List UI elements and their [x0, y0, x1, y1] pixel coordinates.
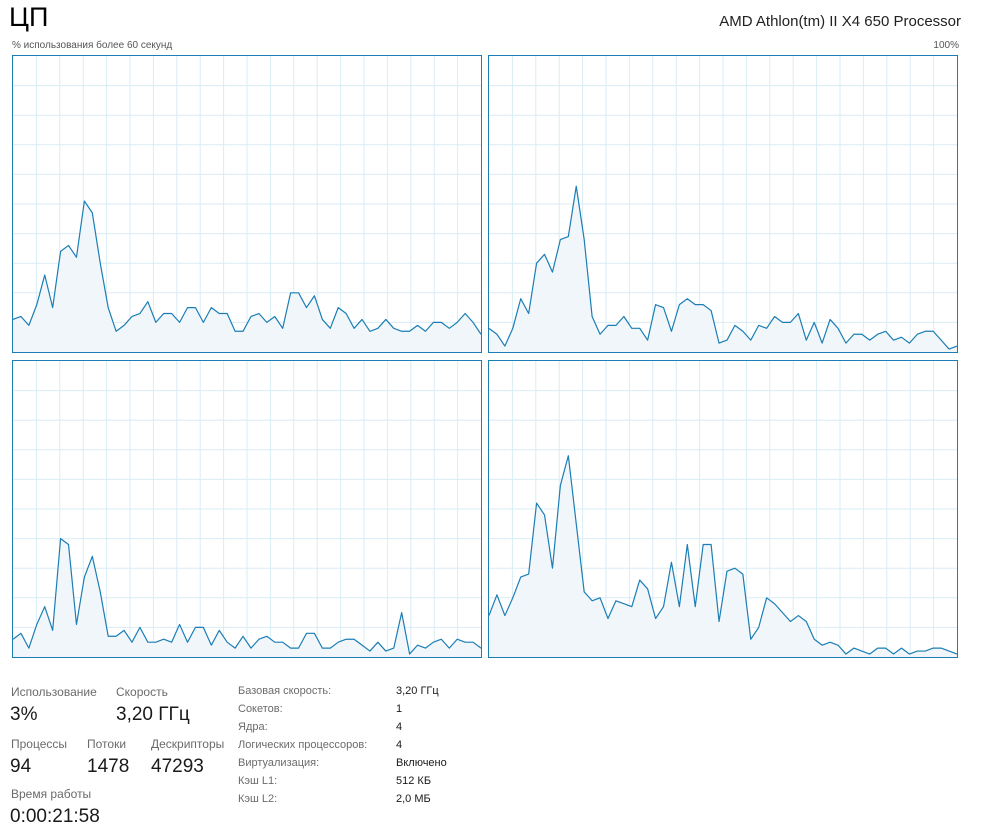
page-title: ЦП [9, 2, 49, 32]
spec-label-l1-cache: Кэш L1: [238, 775, 278, 787]
cpu-graph-core-3[interactable] [488, 360, 958, 658]
handles-value: 47293 [151, 756, 204, 777]
spec-value-cores: 4 [396, 721, 403, 733]
usage-value: 3% [10, 704, 38, 725]
spec-label-logical-processors: Логических процессоров: [238, 739, 368, 751]
cpu-graph-svg [13, 56, 481, 352]
spec-label-cores: Ядра: [238, 721, 268, 733]
cpu-usage-area [13, 201, 481, 352]
spec-value-base-speed: 3,20 ГГц [396, 685, 439, 697]
cpu-usage-line [489, 185, 957, 350]
uptime-value: 0:00:21:58 [10, 806, 100, 827]
graph-axis-max: 100% [933, 40, 959, 51]
cpu-usage-line [13, 538, 481, 655]
processes-label: Процессы [11, 737, 68, 751]
spec-value-logical-processors: 4 [396, 739, 403, 751]
cpu-usage-line [13, 200, 481, 335]
spec-value-l1-cache: 512 КБ [396, 775, 432, 787]
cpu-model-name: AMD Athlon(tm) II X4 650 Processor [719, 13, 961, 30]
cpu-graph-svg [13, 361, 481, 657]
speed-label: Скорость [116, 685, 168, 699]
usage-label: Использование [11, 685, 97, 699]
processes-value: 94 [10, 756, 32, 777]
cpu-graph-core-1[interactable] [488, 55, 958, 353]
threads-value: 1478 [87, 756, 130, 777]
cpu-usage-line [489, 455, 957, 655]
cpu-graph-svg [489, 361, 957, 657]
spec-value-sockets: 1 [396, 703, 403, 715]
spec-label-l2-cache: Кэш L2: [238, 793, 278, 805]
cpu-graph-core-2[interactable] [12, 360, 482, 658]
spec-value-virtualization: Включено [396, 757, 447, 769]
cpu-usage-area [489, 186, 957, 352]
spec-value-l2-cache: 2,0 МБ [396, 793, 431, 805]
cpu-graph-svg [489, 56, 957, 352]
threads-label: Потоки [87, 737, 127, 751]
uptime-label: Время работы [11, 787, 92, 801]
spec-label-virtualization: Виртуализация: [238, 757, 320, 769]
cpu-usage-area [489, 455, 957, 657]
spec-label-sockets: Сокетов: [238, 703, 283, 715]
graph-axis-label: % использования более 60 секунд [12, 40, 173, 51]
cpu-graph-core-0[interactable] [12, 55, 482, 353]
speed-value: 3,20 ГГц [116, 704, 190, 725]
handles-label: Дескрипторы [151, 737, 225, 751]
spec-label-base-speed: Базовая скорость: [238, 685, 332, 697]
